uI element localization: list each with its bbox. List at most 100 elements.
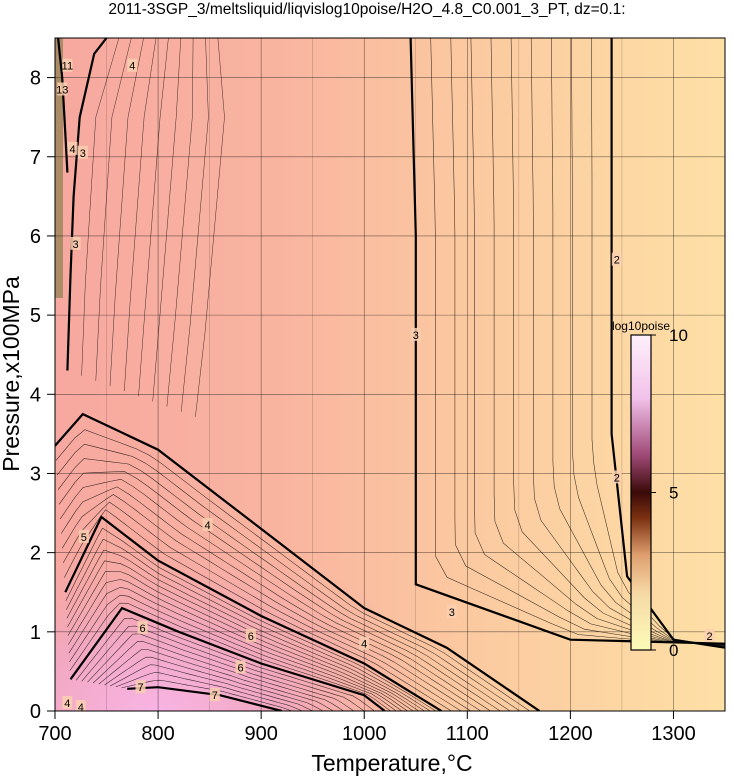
contour-minor <box>64 509 452 711</box>
contour-label-bg <box>446 605 457 619</box>
x-axis-label: Temperature,°C <box>311 750 472 776</box>
y-tick-label: 3 <box>30 463 41 485</box>
contour-minor <box>530 38 725 647</box>
colorbar-scale <box>630 334 652 651</box>
contour-label-bg <box>235 660 246 674</box>
x-tick-label: 700 <box>38 723 71 745</box>
contour-label-bg <box>704 628 715 642</box>
contour-minor <box>81 625 365 711</box>
contour-minor <box>67 571 414 711</box>
contour-minor <box>62 501 462 711</box>
contour-label: 4 <box>78 702 84 714</box>
y-tick-label: 1 <box>30 622 41 644</box>
contour-label-bg <box>62 696 73 710</box>
contour-minor <box>69 602 391 711</box>
contour-minor <box>450 38 725 645</box>
contour-minor <box>195 38 225 417</box>
contour-minor <box>66 538 431 711</box>
contour-label: 2 <box>706 631 712 643</box>
contour-minor <box>430 38 725 645</box>
contour-label: 6 <box>248 631 254 643</box>
contour-label: 13 <box>56 84 68 96</box>
plot-frame <box>54 37 726 712</box>
contour-minor <box>92 641 344 711</box>
contour-label: 6 <box>237 662 243 674</box>
contour-minor <box>490 38 725 646</box>
contour-level-11 <box>57 38 69 173</box>
contour-level-2 <box>610 38 725 649</box>
contour-minor <box>98 649 334 711</box>
contour-minor <box>59 479 491 711</box>
contour-minor <box>121 679 293 711</box>
contour-label: 4 <box>69 144 75 156</box>
contour-label: 3 <box>449 607 455 619</box>
contour-minor <box>55 429 530 711</box>
contour-level-4 <box>55 412 541 711</box>
contour-minor <box>571 38 725 648</box>
contour-level-5 <box>64 515 443 711</box>
contour-label-bg <box>70 236 81 250</box>
grid-lines <box>55 38 725 711</box>
contour-label-bg <box>75 700 86 711</box>
contour-minor <box>510 38 725 646</box>
colorbar-tick-label: 5 <box>669 484 678 503</box>
contour-label-bg <box>67 141 78 155</box>
contour-label: 6 <box>140 623 146 635</box>
contour-minor <box>109 664 313 711</box>
colorbar: log10poise 0 5 10 <box>612 319 688 660</box>
contour-level-3 <box>409 38 725 645</box>
contour-minor <box>56 443 521 711</box>
y-axis-ticks: 0 1 2 3 4 5 6 7 8 <box>30 68 55 723</box>
contour-minor <box>81 38 120 376</box>
chart-title: 2011-3SGP_3/meltsliquid/liqvislog10poise… <box>108 1 625 18</box>
x-axis-ticks: 700 800 900 1000 1100 1200 1300 <box>38 711 696 745</box>
contour-label-bg <box>410 327 421 341</box>
contour-minor <box>65 527 437 711</box>
contour-label: 2 <box>614 472 620 484</box>
x-tick-label: 800 <box>141 723 174 745</box>
contour-label: 5 <box>81 532 87 544</box>
contour-label-bg <box>77 145 88 159</box>
x-tick-label: 1300 <box>651 723 696 745</box>
contour-label: 7 <box>212 690 218 702</box>
y-tick-label: 4 <box>30 384 41 406</box>
colorbar-ticks: 0 5 10 <box>651 326 688 660</box>
y-tick-label: 2 <box>30 543 41 565</box>
contour-label: 2 <box>614 255 620 267</box>
contour-minor <box>152 38 182 402</box>
colorbar-title: log10poise <box>612 319 670 333</box>
high-viscosity-region <box>55 380 555 711</box>
colorbar-tick-label: 0 <box>669 641 678 660</box>
contour-label: 7 <box>137 682 143 694</box>
contour-minor <box>75 617 375 711</box>
contour-level-6 <box>69 606 386 711</box>
contour-label: 4 <box>204 520 210 532</box>
contour-minor <box>115 672 303 711</box>
contour-label: 11 <box>62 61 73 73</box>
y-tick-label: 6 <box>30 226 41 248</box>
contour-label-bg <box>245 628 256 642</box>
x-tick-label: 1200 <box>548 723 593 745</box>
contour-minor <box>180 38 209 412</box>
contour-label-bg <box>209 688 220 702</box>
contour-label: 4 <box>129 61 135 73</box>
contour-minor <box>124 38 157 392</box>
y-tick-label: 8 <box>30 68 41 90</box>
contour-lines <box>55 38 725 711</box>
contour-label: 3 <box>413 330 419 342</box>
contour-minor <box>67 560 420 711</box>
contour-minor <box>104 656 324 711</box>
y-tick-label: 7 <box>30 147 41 169</box>
contour-label: 4 <box>64 698 70 710</box>
contour-minor <box>109 38 144 387</box>
contour-label-bg <box>127 58 138 72</box>
contour-level-3 <box>66 38 108 371</box>
contour-minor <box>58 471 501 711</box>
contour-minor <box>551 38 725 647</box>
contour-label-bg <box>57 82 68 96</box>
contour-minor <box>66 549 425 711</box>
contour-label-bg <box>137 620 148 634</box>
y-axis-label: Pressure,x100MPa <box>0 276 24 472</box>
contour-label-bg <box>359 636 370 650</box>
